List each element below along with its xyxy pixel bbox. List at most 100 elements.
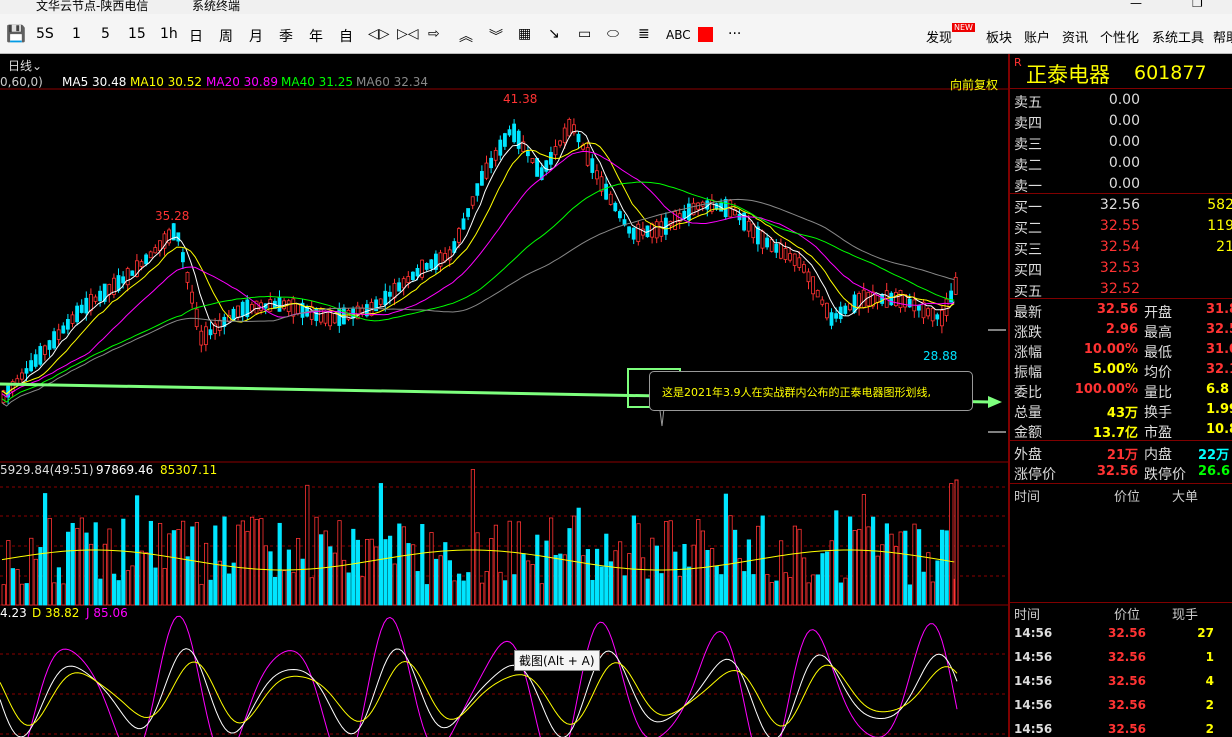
candle-body <box>456 228 461 243</box>
menu-account[interactable]: 账户 <box>1024 31 1051 46</box>
candle-body <box>751 223 756 239</box>
restore-icon[interactable]: ❐ <box>1192 0 1203 10</box>
period-day[interactable]: 日 <box>189 29 203 45</box>
menu-tools[interactable]: 系统工具 <box>1152 31 1205 46</box>
candle-body <box>102 283 107 302</box>
candle-body <box>328 310 333 327</box>
volume-bar <box>332 552 338 606</box>
bid-volume: 119 <box>1207 218 1232 234</box>
volume-bar <box>880 544 885 606</box>
adjust-label[interactable]: 向前复权 <box>950 78 999 92</box>
ask-price: 0.00 <box>1108 134 1140 150</box>
volume-bar <box>295 538 301 606</box>
volume-bar <box>719 574 724 606</box>
stat-value: 26.6 <box>1198 464 1231 479</box>
candle-body <box>898 290 903 308</box>
ask-label: 卖五 <box>1014 95 1042 111</box>
save-icon[interactable]: 💾 <box>6 24 26 43</box>
menu-help[interactable]: 帮助 <box>1213 31 1232 46</box>
tick-time: 14:56 <box>1014 674 1053 688</box>
volume-bar <box>309 577 315 606</box>
period-15m[interactable]: 15 <box>128 26 146 42</box>
period-year[interactable]: 年 <box>309 29 323 45</box>
double-up-icon[interactable]: ︽ <box>459 29 473 45</box>
color-swatch[interactable] <box>698 27 713 42</box>
volume-bar <box>627 553 632 606</box>
grid-icon[interactable]: ▦ <box>518 26 532 42</box>
menu-news[interactable]: 资讯 <box>1062 31 1089 46</box>
volume-bar <box>10 568 15 606</box>
period-season[interactable]: 季 <box>279 29 293 45</box>
bid-price[interactable]: 32.53 <box>1099 260 1140 276</box>
candle-body <box>627 226 631 234</box>
volume-bar <box>572 515 577 606</box>
volume-ma-line <box>1 549 955 571</box>
volume-bar <box>300 558 305 606</box>
candle-body <box>572 124 576 134</box>
candle-body <box>208 329 213 336</box>
volume-bar <box>871 516 876 606</box>
candle-body <box>599 176 604 192</box>
volume-bar <box>723 493 729 606</box>
candle-body <box>502 133 507 147</box>
volume-bar <box>56 567 62 606</box>
arrow-right-icon[interactable]: ⇨ <box>428 26 440 42</box>
volume-bar <box>429 532 434 606</box>
menu-personalize[interactable]: 个性化 <box>1100 31 1140 46</box>
menu-discover[interactable]: 发现 <box>926 31 953 46</box>
kline-chart-area[interactable] <box>0 54 1008 737</box>
candle-body <box>613 202 618 212</box>
period-week[interactable]: 周 <box>219 29 233 45</box>
candle-body <box>493 150 498 161</box>
volume-bar <box>112 573 117 606</box>
candle-body <box>907 298 912 308</box>
double-down-icon[interactable]: ︾ <box>489 29 503 45</box>
volume-bar <box>894 546 899 606</box>
period-custom[interactable]: 自 <box>339 29 353 45</box>
candle-body <box>479 171 484 186</box>
kdj-line <box>0 660 958 727</box>
more-icon[interactable]: ··· <box>728 26 742 42</box>
stat-value: 6.8 <box>1206 382 1230 397</box>
candle-body <box>926 308 930 317</box>
menu-sector[interactable]: 板块 <box>986 31 1013 46</box>
stat-label: 涨停价 <box>1014 467 1056 483</box>
abc-tool[interactable]: ABC <box>666 28 691 42</box>
rectangle-icon[interactable]: ▭ <box>578 26 592 42</box>
bid-price[interactable]: 32.54 <box>1099 239 1140 255</box>
tick-volume: 2 <box>1205 698 1214 712</box>
ellipse-icon[interactable]: ⬭ <box>607 26 619 42</box>
volume-bar <box>641 557 646 606</box>
tick-volume: 4 <box>1205 674 1214 688</box>
stat-label: 均价 <box>1144 365 1172 381</box>
expand-icon[interactable]: ▷◁ <box>397 26 419 42</box>
draw-line-icon[interactable]: ↘ <box>548 26 560 42</box>
volume-bar <box>516 521 522 606</box>
minimize-icon[interactable]: — <box>1130 0 1142 10</box>
bid-price[interactable]: 32.56 <box>1099 197 1140 213</box>
candle-body <box>687 203 691 221</box>
volume-bar <box>940 529 945 606</box>
period-select[interactable]: 日线⌄ <box>8 59 43 73</box>
ask-price: 0.00 <box>1108 113 1140 129</box>
period-5m[interactable]: 5 <box>101 26 110 42</box>
bid-price[interactable]: 32.52 <box>1099 281 1140 297</box>
volume-bar <box>1 584 6 606</box>
candle-body <box>944 298 949 316</box>
vol-label: 5929.84(49:51) <box>0 463 94 477</box>
period-1h[interactable]: 1h <box>160 26 178 42</box>
tick-price: 32.56 <box>1108 650 1146 664</box>
volume-bar <box>949 483 954 606</box>
collapse-icon[interactable]: ◁▷ <box>368 26 390 42</box>
period-1m[interactable]: 1 <box>72 26 81 42</box>
volume-bar <box>61 583 66 606</box>
candle-body <box>576 133 581 143</box>
volume-bar <box>595 548 600 606</box>
candle-body <box>806 271 811 283</box>
period-month[interactable]: 月 <box>249 29 263 45</box>
text-icon[interactable]: ≣ <box>638 26 650 42</box>
volume-bar <box>954 479 959 606</box>
period-5s[interactable]: 5S <box>36 26 54 42</box>
volume-bar <box>636 523 641 606</box>
bid-price[interactable]: 32.55 <box>1099 218 1140 234</box>
